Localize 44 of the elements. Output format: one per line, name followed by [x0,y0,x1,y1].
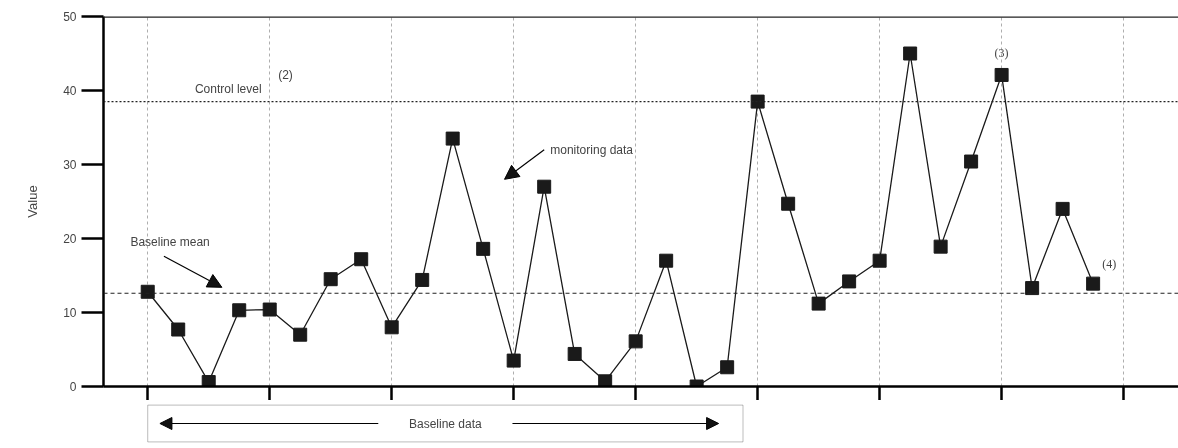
point [476,241,491,256]
point [567,346,582,361]
y-tick-label: 10 [63,306,77,320]
y-tick-label: 0 [69,380,77,394]
point [323,272,338,287]
point [994,67,1009,82]
point [1025,281,1040,296]
point [598,374,613,387]
point [903,46,918,61]
point [1055,201,1070,216]
point [171,322,186,337]
point [537,179,552,194]
point [354,252,369,267]
text: Baseline data [409,416,483,431]
point [720,360,735,375]
point [384,320,399,335]
y-tick-label: 20 [63,232,77,246]
point [262,302,277,317]
y-axis-title: Value [25,185,41,218]
point [781,196,796,211]
annotation: monitoring data [550,143,634,158]
point [842,274,857,289]
ref-line-label: Baseline mean [130,234,210,249]
point [445,131,460,146]
point [415,272,430,287]
y-tick-label: 40 [63,84,77,98]
point [750,94,765,109]
annotation: (4) [1102,257,1117,272]
annotation: (3) [994,46,1009,61]
annotation: (2) [278,67,293,82]
point [964,154,979,169]
point [506,353,521,368]
point [933,239,948,254]
point [1086,276,1101,291]
y-tick-label: 30 [63,158,77,172]
ref-line-label: Control level [194,81,262,96]
point [872,253,887,268]
y-tick-label: 50 [63,10,77,24]
point [293,327,308,342]
point [659,253,674,268]
point [811,296,826,311]
point [140,284,155,299]
point [628,334,643,349]
point [232,303,247,318]
